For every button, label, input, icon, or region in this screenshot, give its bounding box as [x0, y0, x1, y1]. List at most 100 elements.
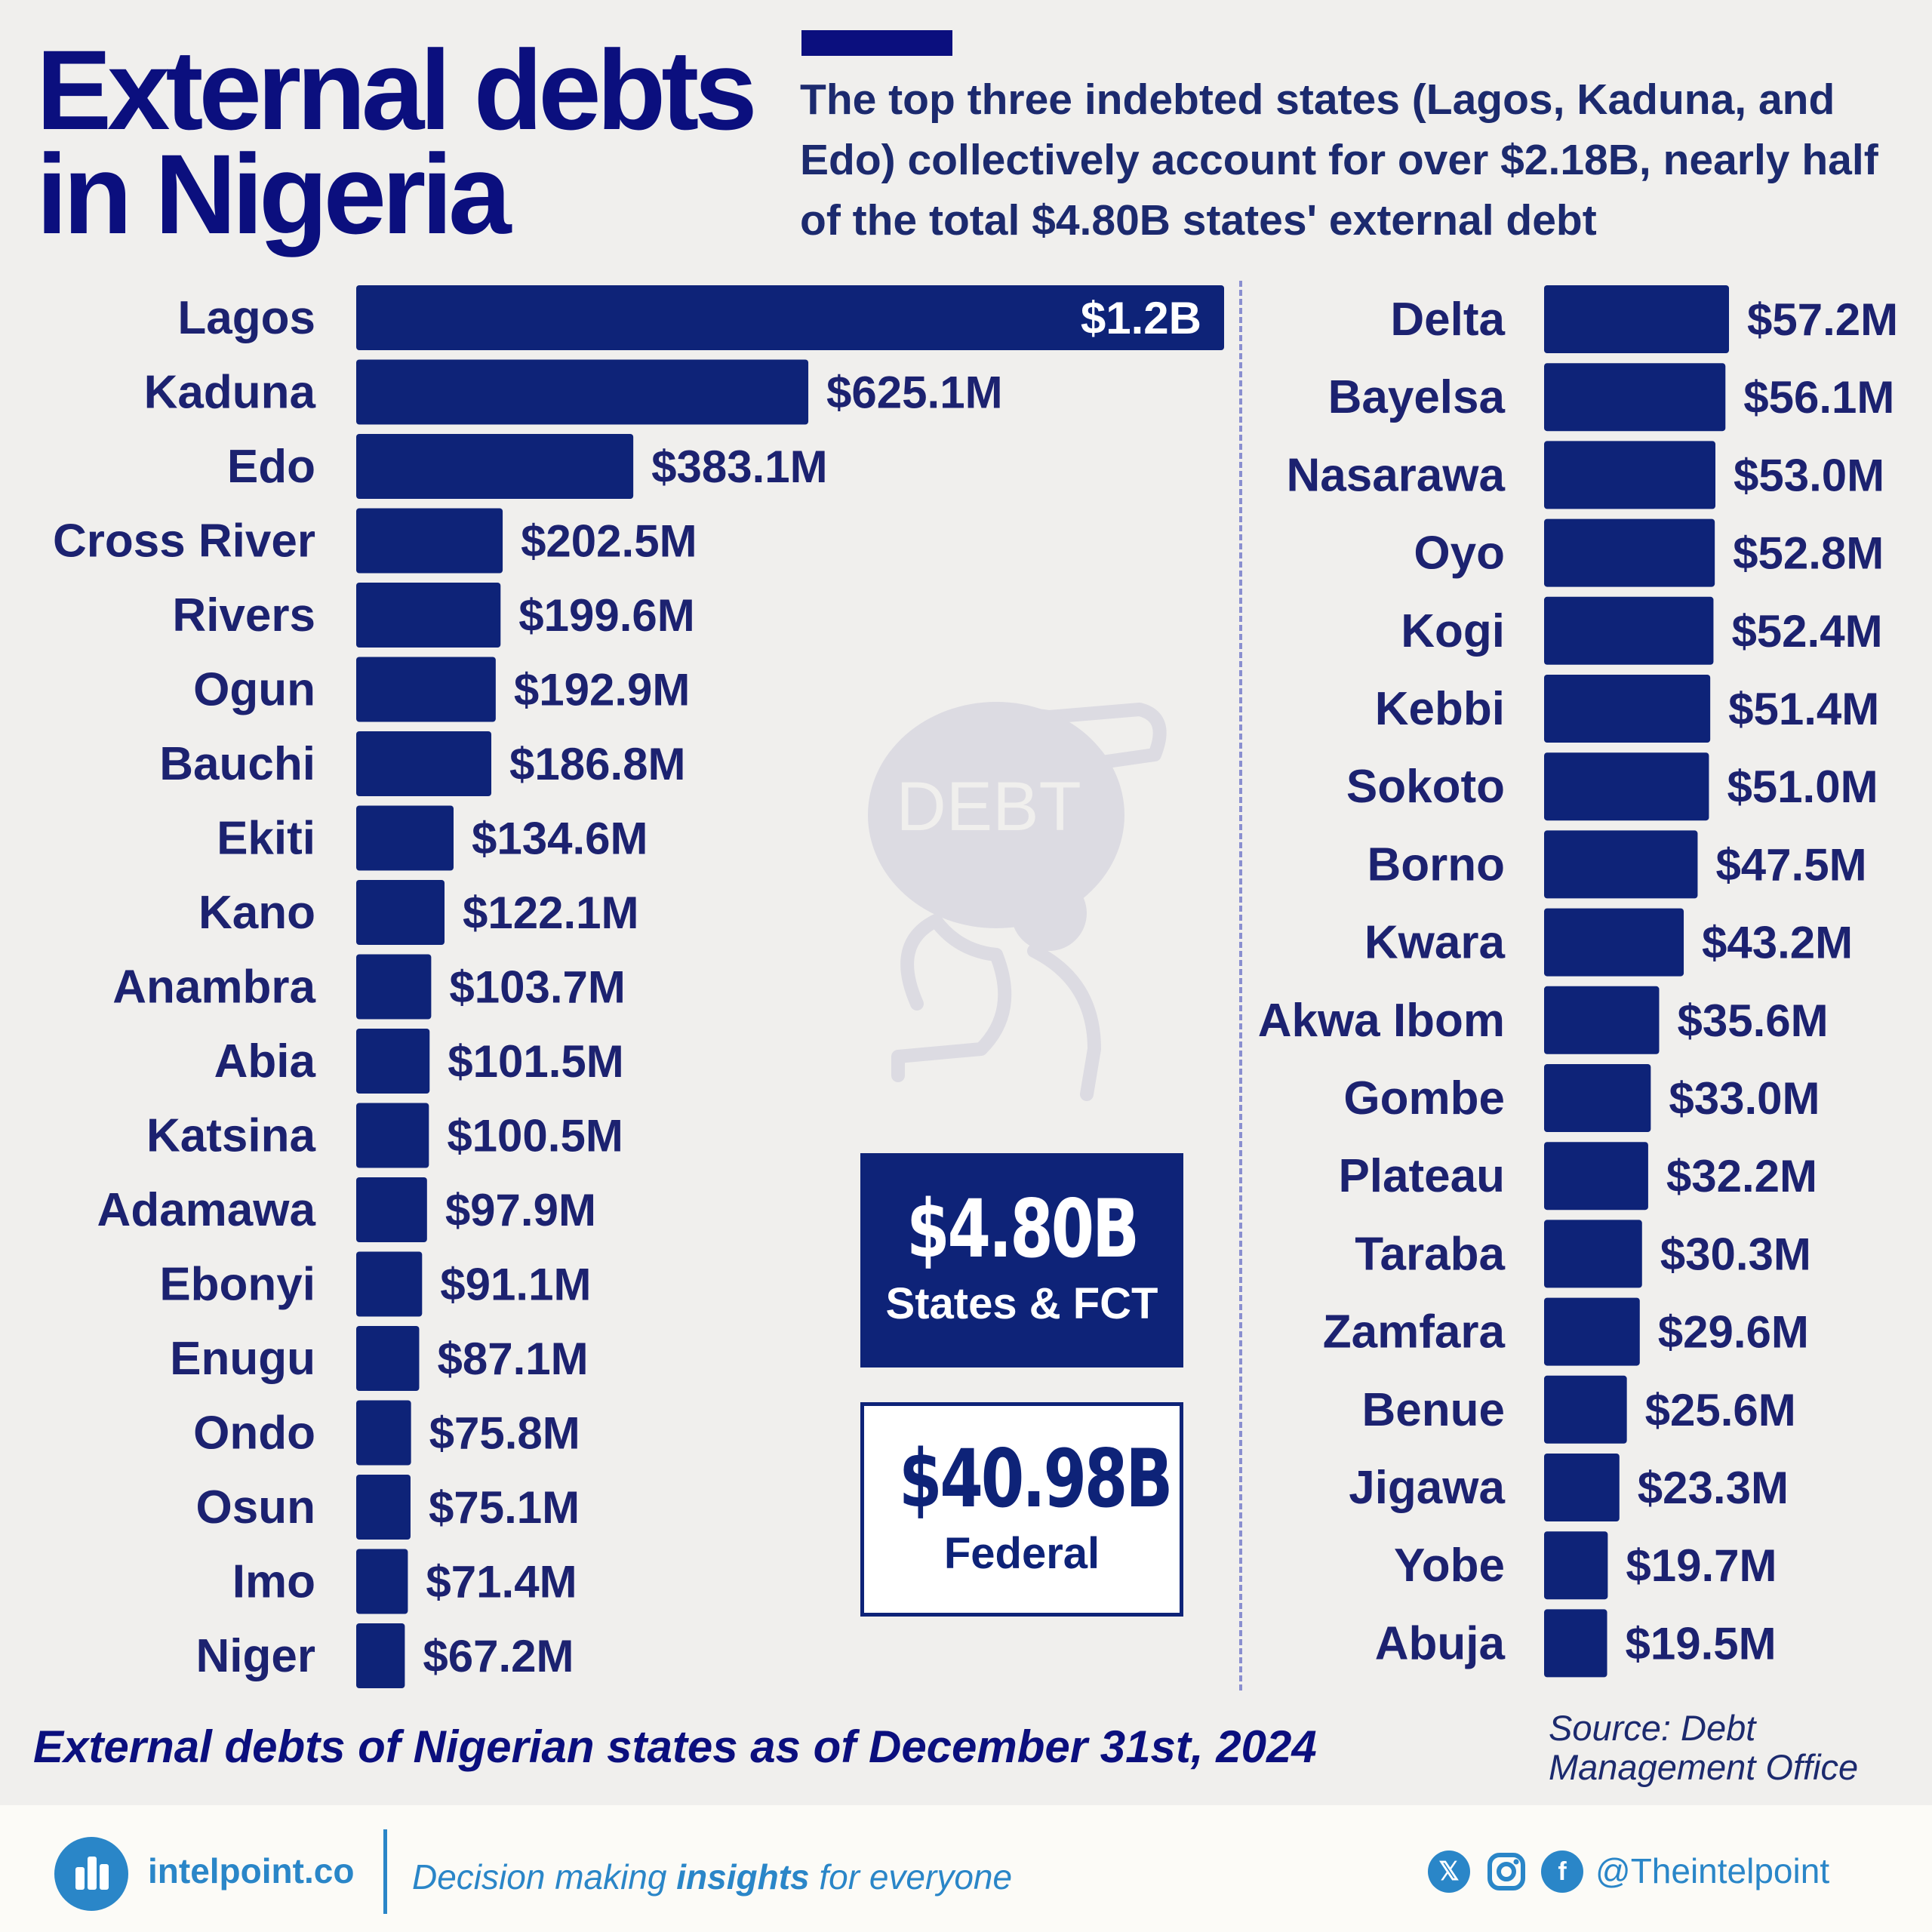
category-label: Kogi [1401, 605, 1505, 657]
instagram-icon[interactable] [1485, 1850, 1527, 1893]
intelpoint-logo-icon[interactable] [54, 1837, 128, 1911]
bar-ondo [356, 1400, 411, 1466]
value-label: $87.1M [437, 1334, 588, 1384]
source-note: Source: Debt Management Office [1549, 1708, 1859, 1787]
category-label: Bayelsa [1328, 371, 1506, 423]
category-label: Jigawa [1349, 1462, 1505, 1514]
social-handle[interactable]: @Theintelpoint [1595, 1851, 1830, 1890]
value-label: $91.1M [440, 1260, 591, 1310]
bar-osun [356, 1475, 411, 1540]
value-label: $53.0M [1734, 450, 1884, 500]
x-icon[interactable]: 𝕏 [1428, 1850, 1470, 1893]
bar-ebonyi [356, 1251, 423, 1317]
value-label: $100.5M [447, 1111, 623, 1161]
bar-adamawa [356, 1177, 427, 1242]
value-label: $75.8M [429, 1408, 580, 1459]
bar-sokoto [1544, 752, 1709, 821]
bar-jigawa [1544, 1454, 1620, 1521]
bar-anambra [356, 954, 432, 1020]
category-label: Katsina [146, 1110, 315, 1162]
federal-total-box: $40.98B Federal [860, 1402, 1183, 1617]
category-label: Kaduna [144, 367, 316, 419]
category-label: Plateau [1338, 1150, 1505, 1202]
bar-cross-river [356, 508, 503, 574]
category-label: Ondo [193, 1407, 315, 1460]
bar-rivers [356, 583, 501, 648]
value-label: $202.5M [521, 516, 697, 567]
bar-zamfara [1544, 1297, 1640, 1366]
bar-katsina [356, 1103, 429, 1168]
bar-taraba [1544, 1220, 1642, 1288]
brand-name[interactable]: intelpoint.co [148, 1851, 355, 1890]
states-total-label: States & FCT [885, 1279, 1158, 1328]
bar-kwara [1544, 908, 1684, 977]
bag-text: DEBT [896, 768, 1081, 845]
bar-edo [356, 434, 634, 499]
bar-abia [356, 1029, 430, 1094]
value-label: $57.2M [1747, 294, 1898, 345]
bar-benue [1544, 1375, 1627, 1444]
category-label: Edo [227, 441, 315, 493]
category-label: Cross River [53, 515, 315, 568]
bar-akwa-ibom [1544, 986, 1660, 1054]
states-total-box: $4.80B States & FCT [860, 1153, 1183, 1367]
bar-lagos [356, 285, 1224, 350]
value-label: $52.4M [1731, 606, 1882, 657]
bar-nasarawa [1544, 441, 1716, 509]
value-label: $71.4M [426, 1557, 577, 1607]
category-label: Nasarawa [1286, 449, 1505, 501]
footer-divider [383, 1829, 387, 1914]
footer: intelpoint.co Decision making insights f… [0, 1805, 1932, 1932]
bar-ekiti [356, 805, 454, 871]
bar-ogun [356, 657, 496, 722]
category-label: Ogun [193, 664, 315, 716]
value-label: $97.9M [445, 1185, 596, 1235]
category-label: Imo [232, 1556, 315, 1608]
tagline-post: for everyone [809, 1857, 1013, 1897]
subtitle-accent-bar [801, 30, 952, 56]
tagline-bold: insights [676, 1857, 810, 1897]
value-label: $52.8M [1733, 528, 1884, 579]
value-label: $30.3M [1660, 1229, 1811, 1279]
facebook-icon[interactable]: f [1541, 1850, 1583, 1893]
tagline: Decision making insights for everyone [412, 1857, 1012, 1897]
value-label: $43.2M [1702, 918, 1853, 968]
category-label: Bauchi [159, 738, 315, 790]
tagline-pre: Decision making [412, 1857, 677, 1897]
bar-bayelsa [1544, 363, 1726, 432]
category-label: Enugu [170, 1333, 315, 1385]
value-label: $19.5M [1626, 1618, 1777, 1669]
value-label: $1.2B [1081, 293, 1201, 343]
value-label: $25.6M [1645, 1385, 1796, 1435]
value-label: $51.0M [1727, 761, 1878, 812]
title-line-1: External debts [36, 26, 758, 153]
category-label: Adamawa [97, 1184, 316, 1236]
category-label: Lagos [177, 292, 315, 344]
value-label: $186.8M [509, 739, 686, 789]
value-label: $75.1M [429, 1482, 580, 1533]
bar-chart: Lagos $1.2B Kaduna $625.1M Edo $383.1M Cross R… [53, 285, 1898, 1688]
bar-niger [356, 1623, 405, 1688]
category-label: Borno [1367, 838, 1505, 891]
value-label: $67.2M [423, 1631, 574, 1681]
value-label: $19.7M [1626, 1540, 1777, 1591]
category-label: Gombe [1343, 1072, 1505, 1124]
category-label: Rivers [172, 589, 315, 641]
category-label: Osun [196, 1481, 315, 1534]
federal-total-value: $40.98B [898, 1432, 1173, 1525]
value-label: $29.6M [1658, 1307, 1809, 1358]
value-label: $383.1M [651, 441, 827, 492]
bar-imo [356, 1549, 408, 1614]
value-label: $122.1M [463, 888, 639, 938]
category-label: Taraba [1355, 1228, 1505, 1280]
value-label: $35.6M [1677, 995, 1828, 1046]
category-label: Kebbi [1375, 683, 1505, 735]
value-label: $23.3M [1638, 1463, 1789, 1513]
subtitle: The top three indebted states (Lagos, Ka… [800, 75, 1878, 245]
title-line-2: in Nigeria [36, 131, 512, 257]
bar-oyo [1544, 518, 1715, 587]
value-label: $33.0M [1669, 1073, 1820, 1124]
category-label: Akwa Ibom [1258, 995, 1505, 1047]
bar-borno [1544, 830, 1698, 899]
value-label: $51.4M [1728, 684, 1879, 734]
